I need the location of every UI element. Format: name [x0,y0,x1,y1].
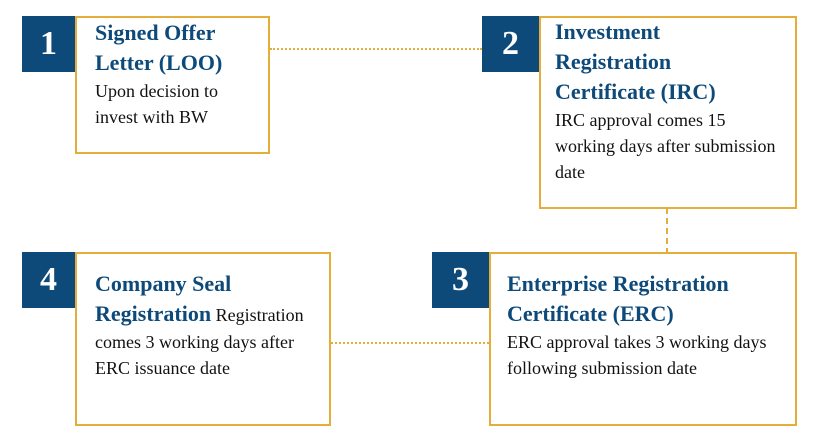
step-1-desc-line-2: invest with BW [95,107,208,127]
step-1-number-badge: 1 [22,16,75,72]
step-1-desc-line-1: Upon decision to [95,81,218,101]
connector-3-4 [331,342,489,344]
step-4-title-line-2: Registration [95,301,212,326]
step-3-text: Enterprise Registration Certificate (ERC… [507,269,797,381]
step-2-desc-line-1: IRC approval comes 15 [555,110,726,130]
step-2-number-badge: 2 [482,16,539,72]
step-2-desc-line-2: working days after submission [555,136,776,156]
step-2-title-line-2: Registration [555,49,672,74]
step-1-title-line-1: Signed Offer [95,20,216,45]
step-3-title-line-1: Enterprise Registration [507,271,729,296]
step-4-box [75,252,331,426]
step-1-title-line-2: Letter (LOO) [95,50,223,75]
step-3-desc-line-2: following submission date [507,358,697,378]
step-3-desc-line-1: ERC approval takes 3 working days [507,332,767,352]
step-3-box [489,252,797,426]
step-1-full-title: Signed Offer Letter (LOO) [0,0,1,1]
step-2-title-line-1: Investment [555,19,661,44]
step-4-title-line-1: Company Seal [95,271,232,296]
step-4-desc-line-2: ERC issuance date [95,358,230,378]
step-3-number-badge: 3 [432,252,489,308]
connector-2-3 [666,208,668,254]
step-2-desc-line-3: date [555,162,585,182]
step-4-desc-line-1: comes 3 working days after [95,332,294,352]
step-4-desc-inline: Registration [211,305,304,325]
step-2-title-line-3: Certificate (IRC) [555,79,716,104]
step-2-text: Investment Registration Certificate (IRC… [555,17,797,185]
step-4-number-badge: 4 [22,252,75,308]
step-4-title-row-2: Registration Registration [95,299,331,329]
step-4-text: Company Seal Registration Registration c… [95,269,331,381]
step-1-box [75,16,270,154]
connector-1-2 [270,48,482,50]
step-3-title-line-2: Certificate (ERC) [507,301,674,326]
step-2-box [539,16,797,209]
step-1-text: Signed Offer Letter (LOO) Upon decision … [95,18,267,130]
